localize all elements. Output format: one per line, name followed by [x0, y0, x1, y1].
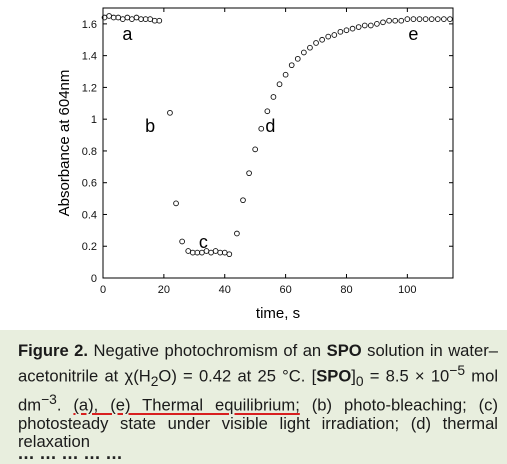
- next-heading-cutoff: ... ... ... ... ...: [18, 452, 498, 464]
- data-point: [226, 251, 233, 258]
- figure-caption: Figure 2. Negative photochromism of an S…: [18, 341, 499, 452]
- caption-text: (b) photo-bleaching; (c) photosteady sta…: [18, 395, 498, 452]
- y-axis-label: Absorbance at 604nm: [56, 70, 73, 217]
- caption-sub: 0: [355, 372, 364, 389]
- data-point: [367, 22, 374, 29]
- data-point: [380, 19, 386, 26]
- x-tick-label: 100: [398, 284, 416, 296]
- point-annotation: a: [122, 24, 133, 44]
- next-heading-fragment: ... ... ... ... ...: [18, 452, 123, 463]
- point-annotation: e: [408, 24, 418, 44]
- data-point: [337, 28, 344, 35]
- x-tick-label: 80: [340, 284, 352, 296]
- x-tick-label: 40: [219, 284, 231, 296]
- data-point: [258, 125, 265, 132]
- data-point: [361, 22, 368, 29]
- caption-text: = 8.5 × 10: [363, 366, 450, 386]
- data-point: [301, 49, 307, 56]
- y-tick-label: 0.8: [82, 146, 97, 158]
- x-axis-label: time, s: [256, 305, 300, 322]
- data-point: [392, 17, 399, 24]
- caption-spo: SPO: [326, 341, 362, 360]
- y-tick-label: 0.2: [82, 241, 97, 253]
- data-point: [441, 16, 447, 22]
- data-point: [416, 16, 423, 22]
- y-tick-label: 0.6: [82, 178, 97, 190]
- x-tick-label: 0: [100, 284, 106, 296]
- caption-sup: −3: [41, 390, 57, 407]
- data-point: [355, 24, 362, 30]
- point-annotation: d: [265, 116, 275, 136]
- caption-text: O) = 0.42 at 25 °C. [: [158, 366, 317, 386]
- data-point: [179, 238, 185, 245]
- data-point: [167, 109, 173, 116]
- y-tick-label: 0.4: [82, 209, 97, 221]
- data-point: [246, 170, 252, 177]
- data-point: [428, 16, 435, 22]
- data-point: [307, 44, 313, 51]
- caption-underlined-phrase: (a), (e) Thermal equilibrium;: [73, 395, 300, 415]
- caption-text: .: [56, 395, 74, 415]
- data-point: [386, 17, 392, 24]
- chart-background: [0, 0, 507, 330]
- data-point: [349, 25, 356, 32]
- data-point: [447, 16, 453, 22]
- point-annotation: b: [145, 116, 155, 136]
- data-point: [173, 200, 179, 207]
- data-point: [288, 62, 295, 69]
- data-point: [156, 17, 163, 24]
- y-tick-label: 1.4: [82, 51, 97, 63]
- data-point: [319, 36, 325, 43]
- data-point: [276, 81, 283, 88]
- data-point: [240, 197, 246, 204]
- y-tick-label: 1: [91, 114, 97, 126]
- data-point: [325, 33, 332, 40]
- data-point: [270, 94, 277, 100]
- point-annotation: c: [199, 232, 208, 252]
- data-point: [434, 16, 441, 22]
- caption-text: Negative photochromism of an: [88, 341, 327, 360]
- data-point: [404, 16, 411, 22]
- caption-label: Figure 2.: [18, 341, 89, 360]
- caption-text: ]: [351, 366, 356, 386]
- caption-sub: 2: [150, 372, 159, 389]
- data-point: [234, 230, 240, 237]
- data-point: [331, 32, 338, 38]
- caption-sup: −5: [449, 361, 466, 378]
- x-tick-label: 20: [158, 284, 170, 296]
- y-tick-label: 1.2: [82, 82, 97, 94]
- data-point: [294, 55, 301, 62]
- y-tick-label: 0: [91, 273, 97, 285]
- data-point: [410, 16, 417, 22]
- caption-text: mol dm: [18, 366, 499, 415]
- x-tick-label: 60: [279, 284, 291, 296]
- caption-text: solution in water–acetonitrile at χ(H: [18, 341, 499, 386]
- plot-frame: [102, 7, 454, 279]
- absorbance-time-chart: 0 20 40 60 80 100 0 0.2 0.4 0.6 0.8 1 1.2 1.4 1.6 a b c d e…: [0, 0, 507, 330]
- chart-svg: 0 20 40 60 80 100 0 0.2 0.4 0.6 0.8 1 1.2 1.4 1.6 a b c d e…: [0, 0, 507, 330]
- data-point: [374, 21, 380, 27]
- data-point: [282, 71, 289, 78]
- data-point: [264, 108, 271, 115]
- caption-spo: SPO: [316, 366, 352, 386]
- data-point: [398, 17, 405, 24]
- data-point: [313, 40, 319, 46]
- y-tick-label: 1.6: [82, 19, 97, 31]
- data-point: [343, 27, 350, 34]
- data-point: [422, 16, 429, 22]
- data-point: [252, 146, 259, 153]
